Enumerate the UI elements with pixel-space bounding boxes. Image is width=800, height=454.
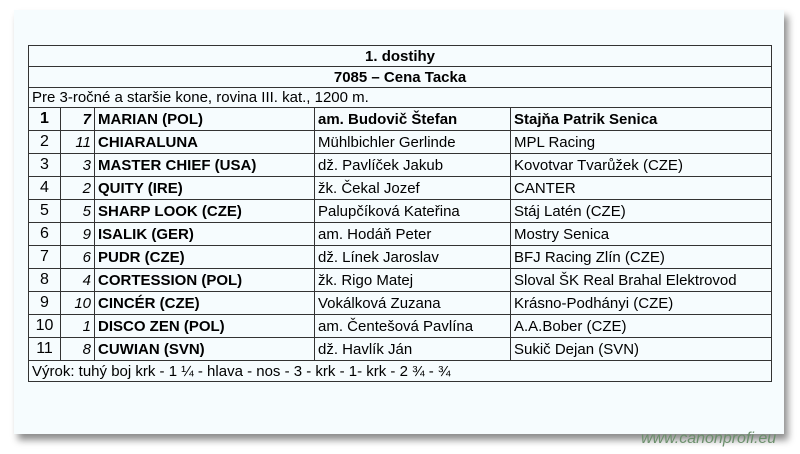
result-row: 8 4 CORTESSION (POL) žk. Rigo Matej Sloval Š… [28, 268, 773, 292]
start-number-cell: 8 [60, 337, 95, 361]
place-cell: 9 [28, 291, 61, 315]
jockey-cell: dž. Pavlíček Jakub [314, 153, 511, 177]
owner-cell: Sukič Dejan (SVN) [509, 337, 773, 361]
start-number-cell: 6 [60, 245, 95, 269]
owner-cell: BFJ Racing Zlín (CZE) [509, 245, 773, 269]
place-cell: 7 [28, 245, 61, 269]
result-row: 2 11 CHIARALUNA Mühlbichler Gerlinde MPL Rac… [28, 130, 773, 154]
race-results-table: 1. dostihy 7085 – Cena Tacka Pre 3-ročné… [27, 45, 773, 382]
owner-cell: Sloval ŠK Real Brahal Elektrovod [509, 268, 773, 292]
start-number-cell: 9 [60, 222, 95, 246]
jockey-cell: Vokálková Zuzana [314, 291, 511, 315]
horse-cell: ISALIK (GER) [94, 222, 315, 246]
jockey-cell: žk. Rigo Matej [314, 268, 511, 292]
jockey-cell: dž. Havlík Ján [314, 337, 511, 361]
place-cell: 1 [28, 107, 61, 131]
owner-cell: Krásno-Podhányi (CZE) [509, 291, 773, 315]
horse-cell: CHIARALUNA [94, 130, 315, 154]
result-row: 9 10 CINCÉR (CZE) Vokálková Zuzana Krásno-Po… [28, 291, 773, 315]
jockey-cell: am. Hodáň Peter [314, 222, 511, 246]
jockey-cell: Mühlbichler Gerlinde [314, 130, 511, 154]
horse-cell: QUITY (IRE) [94, 176, 315, 200]
horse-cell: MASTER CHIEF (USA) [94, 153, 315, 177]
race-name: 7085 – Cena Tacka [27, 66, 773, 88]
result-row: 6 9 ISALIK (GER) am. Hodáň Peter Mostry Seni… [28, 222, 773, 246]
jockey-cell: žk. Čekal Jozef [314, 176, 511, 200]
result-row: 1 7 MARIAN (POL) am. Budovič Štefan Stajňa P… [28, 107, 773, 131]
start-number-cell: 5 [60, 199, 95, 223]
owner-cell: Stajňa Patrik Senica [509, 107, 773, 131]
place-cell: 3 [28, 153, 61, 177]
start-number-cell: 10 [60, 291, 95, 315]
place-cell: 6 [28, 222, 61, 246]
result-row: 3 3 MASTER CHIEF (USA) dž. Pavlíček Jakub Ko… [28, 153, 773, 177]
horse-cell: DISCO ZEN (POL) [94, 314, 315, 338]
result-row: 7 6 PUDR (CZE) dž. Línek Jaroslav BFJ Racing… [28, 245, 773, 269]
start-number-cell: 7 [60, 107, 95, 131]
start-number-cell: 11 [60, 130, 95, 154]
start-number-cell: 2 [60, 176, 95, 200]
watermark: www.canonprofi.eu [641, 430, 777, 447]
horse-cell: PUDR (CZE) [94, 245, 315, 269]
owner-cell: Mostry Senica [509, 222, 773, 246]
race-verdict: Výrok: tuhý boj krk - 1 ¼ - hlava - nos … [27, 360, 773, 382]
owner-cell: CANTER [509, 176, 773, 200]
horse-cell: SHARP LOOK (CZE) [94, 199, 315, 223]
horse-cell: CINCÉR (CZE) [94, 291, 315, 315]
result-row: 5 5 SHARP LOOK (CZE) Palupčíková Kateřina St… [28, 199, 773, 223]
owner-cell: Stáj Latén (CZE) [509, 199, 773, 223]
place-cell: 4 [28, 176, 61, 200]
result-row: 4 2 QUITY (IRE) žk. Čekal Jozef CANTER [28, 176, 773, 200]
place-cell: 8 [28, 268, 61, 292]
jockey-cell: am. Budovič Štefan [314, 107, 511, 131]
place-cell: 10 [28, 314, 61, 338]
result-row: 11 8 CUWIAN (SVN) dž. Havlík Ján Sukič Dejan… [28, 337, 773, 361]
horse-cell: MARIAN (POL) [94, 107, 315, 131]
horse-cell: CUWIAN (SVN) [94, 337, 315, 361]
owner-cell: MPL Racing [509, 130, 773, 154]
start-number-cell: 4 [60, 268, 95, 292]
race-conditions: Pre 3-ročné a staršie kone, rovina III. … [27, 87, 773, 108]
jockey-cell: Palupčíková Kateřina [314, 199, 511, 223]
jockey-cell: dž. Línek Jaroslav [314, 245, 511, 269]
horse-cell: CORTESSION (POL) [94, 268, 315, 292]
jockey-cell: am. Čentešová Pavlína [314, 314, 511, 338]
start-number-cell: 3 [60, 153, 95, 177]
place-cell: 11 [28, 337, 61, 361]
race-title: 1. dostihy [27, 45, 773, 67]
start-number-cell: 1 [60, 314, 95, 338]
owner-cell: A.A.Bober (CZE) [509, 314, 773, 338]
place-cell: 2 [28, 130, 61, 154]
place-cell: 5 [28, 199, 61, 223]
owner-cell: Kovotvar Tvarůžek (CZE) [509, 153, 773, 177]
result-row: 10 1 DISCO ZEN (POL) am. Čentešová Pavlína A… [28, 314, 773, 338]
